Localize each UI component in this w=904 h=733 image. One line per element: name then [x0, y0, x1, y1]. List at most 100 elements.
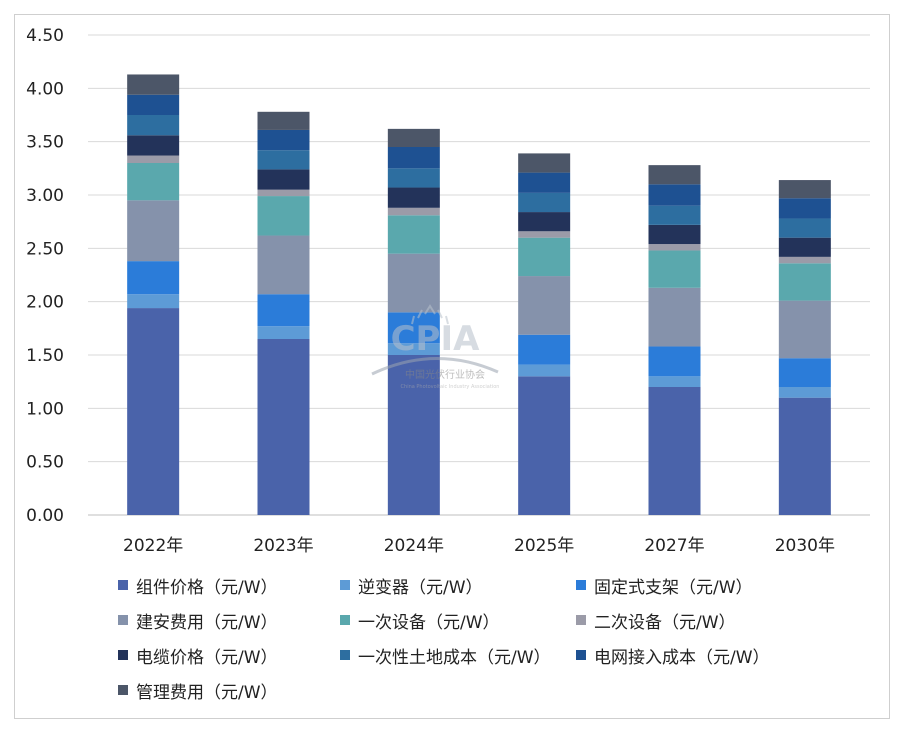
bar-segment: [648, 287, 701, 347]
bar-segment: [257, 339, 310, 515]
bar-segment: [387, 168, 440, 188]
bar-segment: [257, 326, 310, 339]
bar-segment: [518, 153, 571, 173]
bar-segment: [518, 237, 571, 277]
x-axis: 2022年 2023年 2024年 2025年 2027年 2030年: [123, 536, 835, 556]
bar-segment: [387, 355, 440, 515]
bar-segment: [778, 198, 831, 219]
bar-segment: [127, 135, 180, 156]
bar-segment: [127, 115, 180, 136]
bar-segment: [257, 111, 310, 130]
bar-segment: [518, 364, 571, 377]
bar-segment: [127, 155, 180, 163]
legend-item: 组件价格（元/W）: [118, 573, 278, 598]
bar-segment: [518, 376, 571, 515]
bar-segment: [257, 150, 310, 170]
legend-item: 一次设备（元/W）: [340, 608, 500, 633]
bar-segment: [127, 308, 180, 515]
bar-segment: [778, 237, 831, 257]
bar-segment: [648, 184, 701, 206]
y-tick-label: 4.50: [26, 26, 64, 46]
legend-swatch: [340, 650, 350, 660]
bar-segment: [648, 165, 701, 185]
bar-segment: [387, 215, 440, 254]
legend-swatch: [340, 615, 350, 625]
bar-segment: [778, 180, 831, 199]
y-tick-label: 3.50: [26, 133, 64, 153]
bar-segment: [778, 358, 831, 387]
bar-segment: [648, 244, 701, 251]
bar-segment: [257, 189, 310, 197]
y-tick-label: 2.50: [26, 239, 64, 259]
y-tick-label: 4.00: [26, 79, 64, 99]
legend-swatch: [118, 580, 128, 590]
legend-label: 二次设备（元/W）: [594, 612, 736, 633]
bar-segment: [127, 163, 180, 201]
bar-segment: [518, 212, 571, 232]
x-tick-label: 2030年: [775, 536, 835, 556]
x-tick-label: 2022年: [123, 536, 183, 556]
y-tick-label: 2.00: [26, 293, 64, 313]
legend-label: 建安费用（元/W）: [136, 612, 278, 633]
bar-segment: [387, 253, 440, 313]
bar-segment: [778, 256, 831, 264]
bar-segment: [127, 94, 180, 115]
gridlines: [88, 34, 870, 516]
bar-segment: [518, 276, 571, 335]
x-tick-label: 2027年: [644, 536, 704, 556]
bar-segment: [518, 231, 571, 238]
bar-segment: [257, 294, 310, 327]
legend-item: 电网接入成本（元/W）: [576, 643, 770, 668]
bar-segment: [778, 397, 831, 515]
bar-segment: [778, 300, 831, 359]
bar-segment: [127, 200, 180, 262]
bar-segment: [257, 235, 310, 295]
legend-label: 管理费用（元/W）: [136, 682, 278, 703]
y-tick-label: 1.50: [26, 346, 64, 366]
cpia-watermark-logo: CPIA 中国光伏行业协会 China Photovoltaic Industr…: [370, 292, 500, 392]
legend-item: 一次性土地成本（元/W）: [340, 643, 551, 668]
legend-item: 电缆价格（元/W）: [118, 643, 278, 668]
bar-segment: [387, 128, 440, 147]
bar-segment: [257, 196, 310, 236]
bar-segment: [518, 172, 571, 193]
bar-segment: [778, 263, 831, 301]
y-tick-label: 3.00: [26, 186, 64, 206]
watermark-logo-text: CPIA: [391, 319, 481, 359]
legend-swatch: [340, 580, 350, 590]
bar-segment: [648, 250, 701, 288]
bars: [127, 74, 831, 515]
y-tick-label: 1.00: [26, 399, 64, 419]
legend-swatch: [576, 615, 586, 625]
bar-segment: [518, 334, 571, 365]
bar-segment: [257, 169, 310, 190]
legend-label: 一次性土地成本（元/W）: [358, 647, 551, 668]
bar-segment: [648, 387, 701, 515]
bar-segment: [778, 218, 831, 238]
bar-segment: [387, 187, 440, 208]
legend-item: 逆变器（元/W）: [340, 573, 483, 598]
legend-item: 建安费用（元/W）: [118, 608, 278, 633]
bar-segment: [127, 261, 180, 295]
legend-item: 二次设备（元/W）: [576, 608, 736, 633]
bar-segment: [387, 207, 440, 216]
legend-swatch: [576, 580, 586, 590]
legend-label: 逆变器（元/W）: [358, 577, 483, 598]
legend-label: 组件价格（元/W）: [136, 577, 278, 598]
legend-label: 电缆价格（元/W）: [136, 647, 278, 668]
bar-segment: [518, 192, 571, 213]
legend-label: 电网接入成本（元/W）: [594, 647, 770, 668]
legend-label: 一次设备（元/W）: [358, 612, 500, 633]
legend-swatch: [118, 685, 128, 695]
bar-segment: [127, 294, 180, 309]
legend-item: 固定式支架（元/W）: [576, 573, 753, 598]
legend-item: 管理费用（元/W）: [118, 678, 278, 703]
bar-segment: [648, 346, 701, 377]
bar-segment: [127, 74, 180, 95]
x-tick-label: 2023年: [253, 536, 313, 556]
y-tick-label: 0.50: [26, 453, 64, 473]
watermark-org-name-en: China Photovoltaic Industry Association: [401, 384, 500, 390]
y-tick-label: 0.00: [26, 506, 64, 526]
bar-segment: [648, 205, 701, 225]
